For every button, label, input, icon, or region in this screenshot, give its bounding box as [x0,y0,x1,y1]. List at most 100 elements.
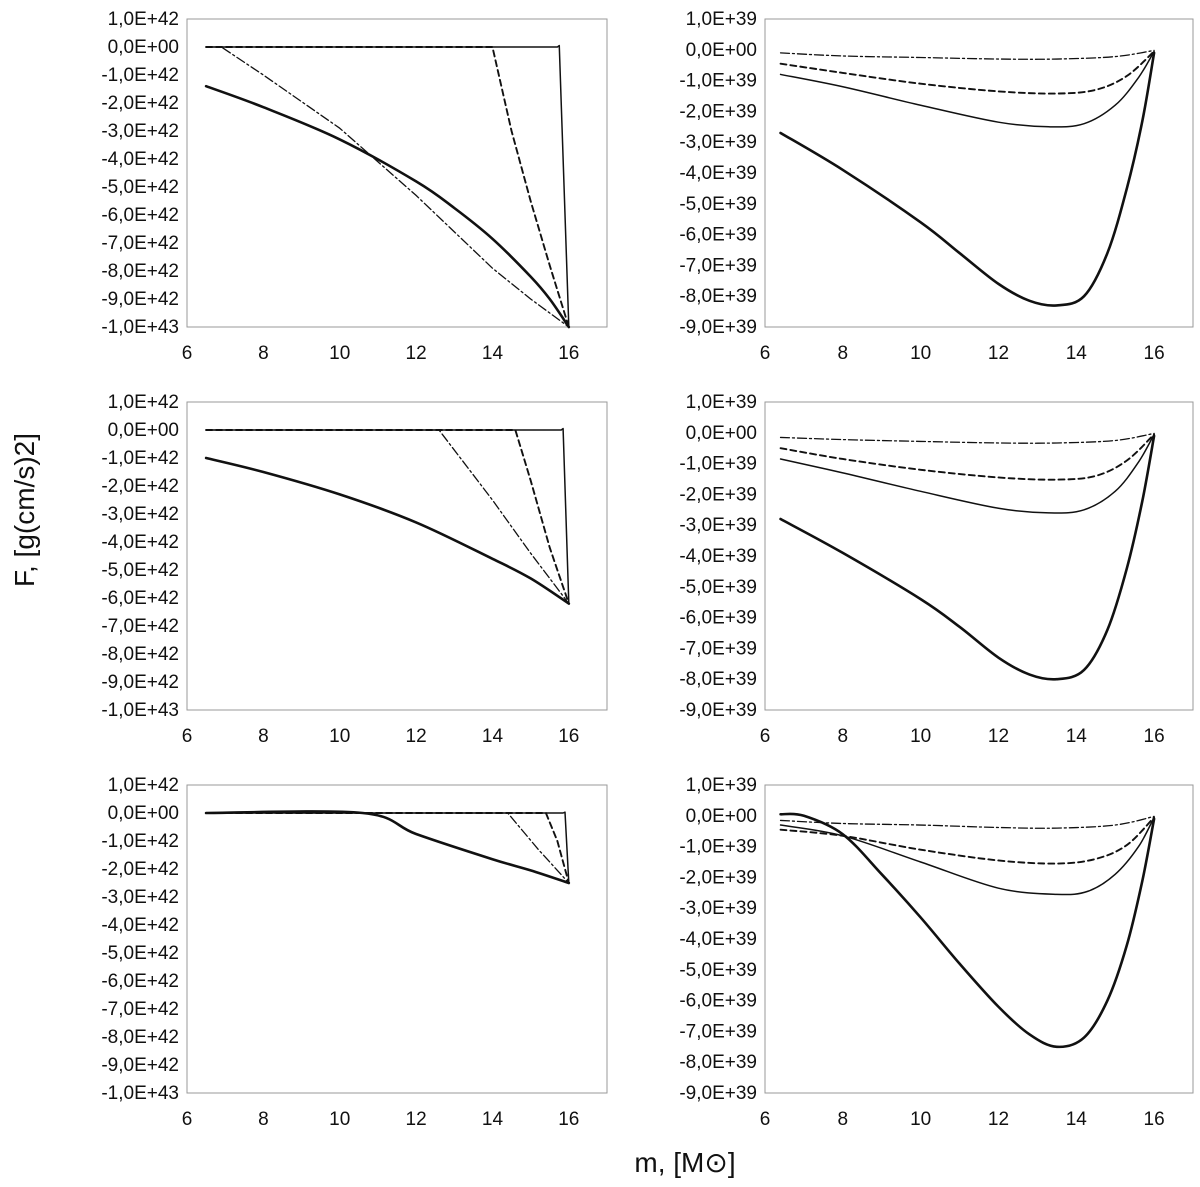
x-tick-label: 8 [258,726,269,747]
y-tick-label: -5,0E+42 [101,177,179,198]
chart-panel-bottom-left: 1,0E+42 0,0E+00 -1,0E+42 -2,0E+42 -3,0E+42 -4… [101,775,608,1130]
panels-group: 1,0E+42 0,0E+00 -1,0E+42 -2,0E+42 -3,0E+42 -4… [101,9,1194,1130]
y-tick-label: -4,0E+39 [679,546,757,567]
series-line-solid-thin [779,816,1155,896]
y-tick-label: -4,0E+42 [101,915,179,936]
y-tick-label: -9,0E+42 [101,1055,179,1076]
x-tick-label: 10 [910,1109,931,1130]
y-tick-label: -1,0E+39 [679,837,757,858]
series-line-dashed [779,50,1156,95]
y-tick-label: -1,0E+42 [101,448,179,469]
chart-panel-middle-left: 1,0E+42 0,0E+00 -1,0E+42 -2,0E+42 -3,0E+42 -4… [101,392,608,747]
y-tick-label: -1,0E+43 [101,317,179,338]
series-line-solid-thick [779,51,1156,307]
y-tick-label: -2,0E+39 [679,484,757,505]
x-tick-label: 6 [182,343,193,364]
y-tick-label: -3,0E+39 [679,132,757,153]
y-tick-label: -5,0E+39 [679,577,757,598]
y-tick-label: -9,0E+42 [101,289,179,310]
x-tick-label: 8 [838,726,849,747]
x-tick-label: 6 [760,1109,771,1130]
y-tick-label: -3,0E+39 [679,898,757,919]
series-line-dashdot [205,429,570,605]
y-tick-label: -3,0E+42 [101,121,179,142]
y-tick-label: -7,0E+39 [679,255,757,276]
y-tick-label: -7,0E+39 [679,1021,757,1042]
y-tick-label: -2,0E+42 [101,476,179,497]
x-axis-title: m, [M⊙] [634,1147,735,1178]
y-tick-label: -1,0E+42 [101,831,179,852]
y-tick-label: -8,0E+39 [679,286,757,307]
y-axis-title: F, [g(cm/s)2] [9,433,40,587]
x-tick-label: 10 [910,343,931,364]
series-line-dashdot [779,49,1155,60]
y-tick-label: 1,0E+39 [686,9,757,30]
y-tick-label: -6,0E+42 [101,205,179,226]
y-tick-label: 0,0E+00 [686,40,757,61]
y-tick-label: -5,0E+42 [101,560,179,581]
y-tick-label: 0,0E+00 [108,37,179,58]
x-tick-label: 12 [988,343,1009,364]
y-tick-label: -6,0E+39 [679,225,757,246]
series-line-dashed [205,46,570,328]
x-tick-label: 6 [182,726,193,747]
chart-panel-top-left: 1,0E+42 0,0E+00 -1,0E+42 -2,0E+42 -3,0E+42 -4… [101,9,608,364]
x-tick-label: 14 [1066,726,1088,747]
series-line-solid-thin [779,433,1155,514]
x-tick-label: 16 [558,1109,579,1130]
x-tick-label: 14 [482,1109,504,1130]
y-tick-label: -6,0E+42 [101,971,179,992]
y-tick-label: -1,0E+39 [679,454,757,475]
x-tick-label: 16 [1144,726,1165,747]
y-tick-label: -4,0E+42 [101,532,179,553]
x-tick-label: 16 [558,726,579,747]
y-tick-label: -2,0E+42 [101,859,179,880]
x-tick-label: 6 [760,343,771,364]
series-line-solid-thick [204,456,571,605]
y-tick-label: -8,0E+39 [679,669,757,690]
y-tick-label: 0,0E+00 [108,803,179,824]
y-tick-label: -2,0E+39 [679,867,757,888]
series-line-dashdot [779,432,1155,444]
y-tick-label: 0,0E+00 [686,806,757,827]
y-tick-label: -3,0E+42 [101,887,179,908]
y-tick-label: -2,0E+39 [679,101,757,122]
y-tick-label: -3,0E+39 [679,515,757,536]
y-tick-label: 1,0E+39 [686,392,757,413]
x-tick-label: 8 [258,343,269,364]
y-tick-label: 1,0E+42 [108,9,179,30]
x-tick-label: 12 [406,726,427,747]
y-tick-label: 1,0E+39 [686,775,757,796]
y-tick-label: -1,0E+43 [101,1083,179,1104]
series-line-dashed [779,433,1156,481]
y-tick-label: -9,0E+39 [679,1083,757,1104]
y-tick-label: -1,0E+42 [101,65,179,86]
y-tick-label: -9,0E+39 [679,700,757,721]
y-tick-label: 0,0E+00 [686,423,757,444]
x-tick-label: 10 [910,726,931,747]
x-tick-label: 8 [838,1109,849,1130]
chart-panel-bottom-right: 1,0E+39 0,0E+00 -1,0E+39 -2,0E+39 -3,0E+39 -4… [679,775,1194,1130]
series-line-dashed [779,816,1156,865]
x-tick-label: 14 [482,726,504,747]
y-tick-label: -9,0E+39 [679,317,757,338]
y-tick-label: -6,0E+42 [101,588,179,609]
y-tick-label: -8,0E+39 [679,1052,757,1073]
y-tick-label: -9,0E+42 [101,672,179,693]
x-tick-label: 8 [258,1109,269,1130]
x-tick-label: 6 [182,1109,193,1130]
chart-panel-middle-right: 1,0E+39 0,0E+00 -1,0E+39 -2,0E+39 -3,0E+39 -4… [679,392,1194,747]
y-tick-label: -5,0E+39 [679,194,757,215]
series-line-dashdot [205,46,570,328]
y-tick-label: -3,0E+42 [101,504,179,525]
y-tick-label: -7,0E+42 [101,616,179,637]
x-tick-label: 10 [329,726,350,747]
x-tick-label: 8 [838,343,849,364]
y-tick-label: -2,0E+42 [101,93,179,114]
y-tick-label: -1,0E+39 [679,71,757,92]
plot-area-frame [764,784,1194,1094]
y-tick-label: -4,0E+42 [101,149,179,170]
x-tick-label: 6 [760,726,771,747]
series-line-dashdot [779,815,1155,829]
